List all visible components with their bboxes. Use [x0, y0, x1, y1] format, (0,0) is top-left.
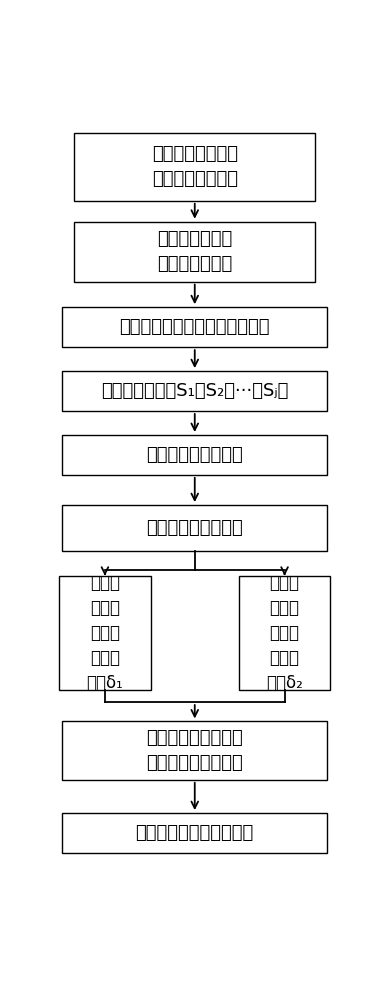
Text: 采集光强数据（S₁，S₂，···，Sⱼ）: 采集光强数据（S₁，S₂，···，Sⱼ）	[101, 382, 288, 400]
Text: 设定第一和第二
相位补偿器转速: 设定第一和第二 相位补偿器转速	[157, 230, 233, 273]
Bar	[59, 576, 150, 690]
Bar	[74, 222, 315, 282]
Bar	[62, 371, 327, 411]
Bar	[62, 721, 327, 780]
Text: 计算全穆勒矩阵椭圆
偏振仪剩余工作参数: 计算全穆勒矩阵椭圆 偏振仪剩余工作参数	[146, 729, 243, 772]
Text: 搭建全穆勒矩阵椭
圆偏振仪实验光路: 搭建全穆勒矩阵椭 圆偏振仪实验光路	[152, 145, 238, 188]
Text: 设定光谱仪测量光强数据的频率: 设定光谱仪测量光强数据的频率	[119, 318, 270, 336]
Bar	[239, 576, 330, 690]
Text: 计算实验傅里叶系数: 计算实验傅里叶系数	[146, 446, 243, 464]
Text: 计算理论傅里叶系数: 计算理论傅里叶系数	[146, 519, 243, 537]
Bar	[62, 813, 327, 853]
Bar	[62, 505, 327, 551]
Bar	[74, 133, 315, 201]
Text: 对待测样品进行光学测量: 对待测样品进行光学测量	[136, 824, 254, 842]
Bar	[62, 435, 327, 475]
Text: 计算第
二相位
补偿器
相位延
迟量δ₂: 计算第 二相位 补偿器 相位延 迟量δ₂	[266, 574, 303, 692]
Text: 计算第
一相位
补偿器
相位延
迟量δ₁: 计算第 一相位 补偿器 相位延 迟量δ₁	[87, 574, 123, 692]
Bar	[62, 307, 327, 347]
